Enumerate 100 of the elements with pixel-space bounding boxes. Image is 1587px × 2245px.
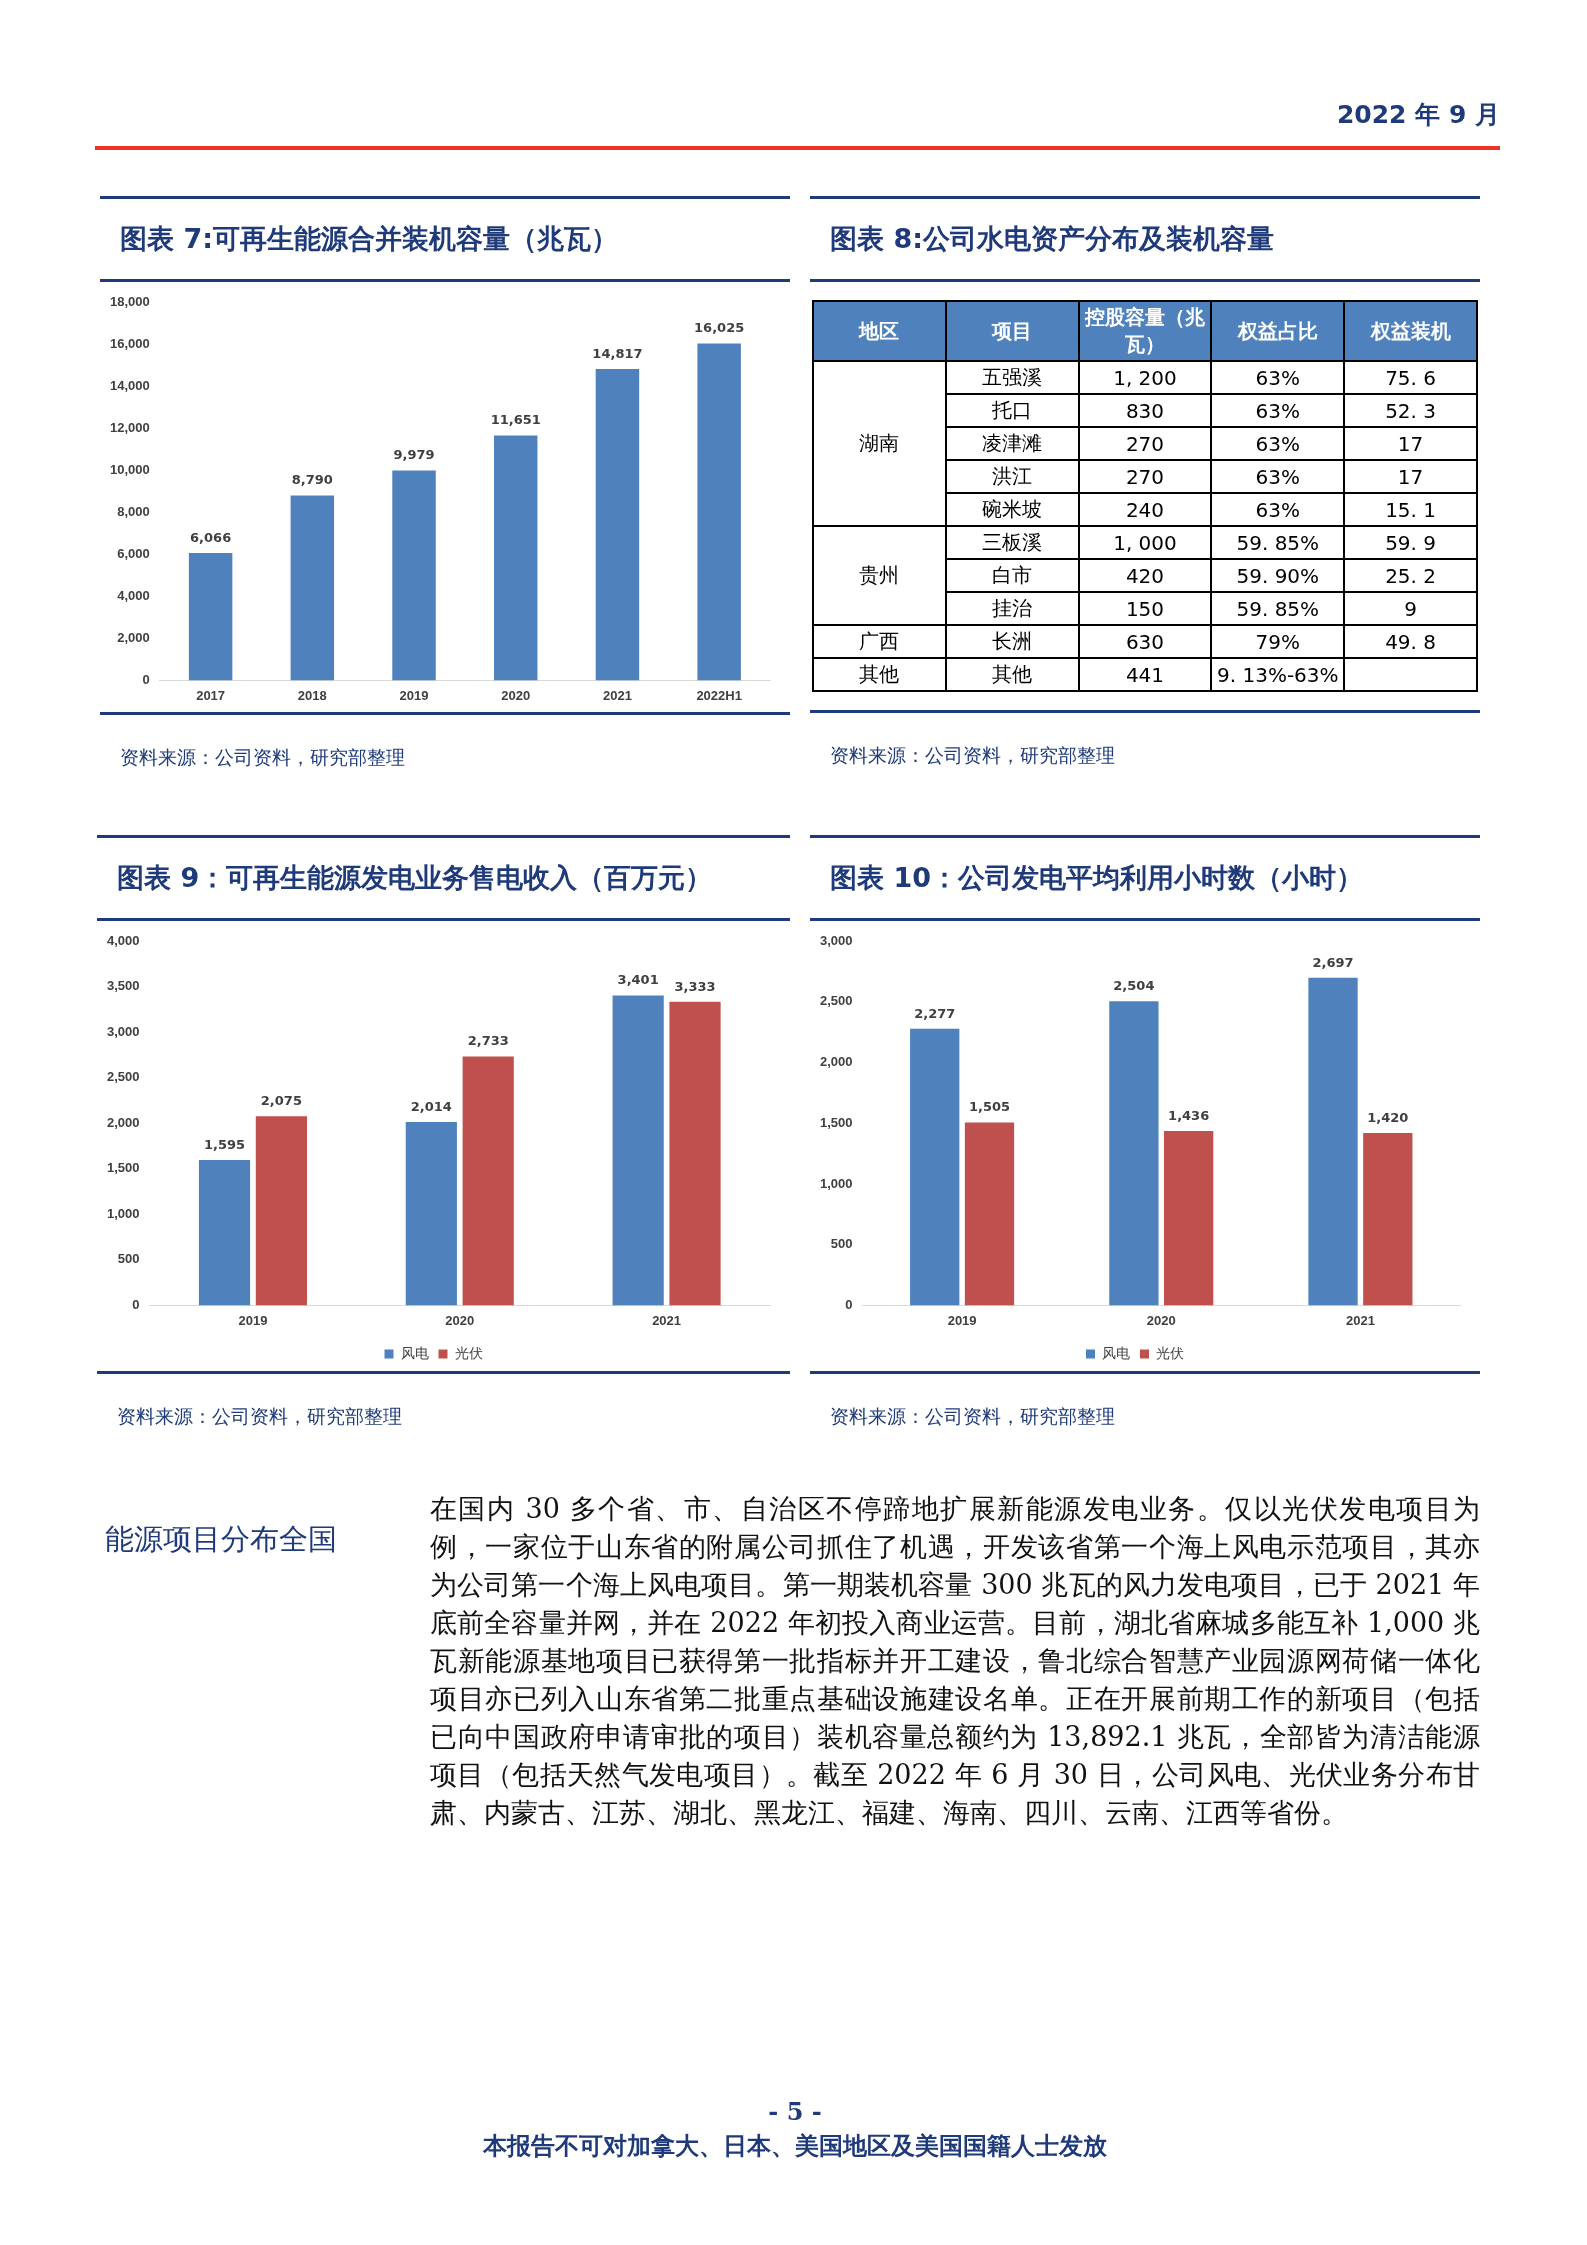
text: 白市: [945, 559, 1079, 592]
text: 420: [1078, 559, 1212, 592]
bar: [910, 1028, 960, 1306]
data-label: 9,979: [393, 447, 435, 463]
text: 630: [1078, 625, 1212, 658]
bar: [188, 552, 233, 681]
x-tick-label: 2021: [602, 687, 632, 703]
data-label: 8,790: [291, 472, 333, 488]
y-tick-label: 1,000: [819, 1175, 853, 1191]
bar: [669, 1001, 721, 1306]
text: 图表 8:公司水电资产分布及装机容量: [810, 196, 1480, 282]
text: 凌津滩: [945, 427, 1079, 460]
data-label: 2,697: [1312, 954, 1354, 970]
bar: [964, 1122, 1015, 1306]
text: 17: [1344, 460, 1477, 493]
text: 洪江: [945, 460, 1079, 493]
text: 150: [1078, 592, 1212, 625]
text: 63%: [1211, 493, 1345, 526]
text: 59. 85%: [1211, 526, 1345, 559]
text: 17: [1344, 427, 1477, 460]
x-tick-label: 2020: [445, 1312, 475, 1328]
y-tick-label: 2,000: [106, 1114, 140, 1130]
category-label: 地区: [813, 301, 946, 361]
data-label: 14,817: [592, 345, 643, 361]
text: 资料来源：公司资料，研究部整理: [97, 1371, 790, 1430]
category-label: 其他: [859, 662, 900, 686]
category-label: 贵州: [859, 563, 900, 587]
text: 托口: [945, 394, 1079, 427]
data-label: 1,420: [1367, 1109, 1409, 1125]
x-tick-label: 2018: [297, 687, 327, 703]
y-tick-label: 1,500: [106, 1160, 140, 1176]
data-label: 2,504: [1113, 978, 1155, 994]
text: 五强溪: [945, 361, 1079, 394]
text: 三板溪: [945, 526, 1079, 559]
y-tick-label: 2,000: [117, 629, 150, 645]
bar: [612, 995, 664, 1306]
y-tick-label: 18,000: [110, 293, 150, 309]
y-tick-label: 10,000: [110, 461, 150, 477]
y-tick-label: 6,000: [117, 545, 150, 561]
data-label: 3,401: [617, 972, 659, 988]
x-tick-label: 2019: [947, 1312, 977, 1328]
bar: [462, 1056, 514, 1306]
text: - 5 -: [767, 2096, 823, 2128]
text: 其他: [945, 658, 1079, 691]
text: 15. 1: [1344, 493, 1477, 526]
x-tick-label: 2020: [1146, 1312, 1176, 1328]
text: 830: [1078, 394, 1212, 427]
data-label: 2,277: [914, 1005, 956, 1021]
text: 63%: [1211, 394, 1345, 427]
text: 441: [1078, 658, 1212, 691]
text: 240: [1078, 493, 1212, 526]
text: 59. 85%: [1211, 592, 1345, 625]
y-tick-label: 0: [132, 1296, 140, 1312]
data-label: 2,075: [260, 1093, 302, 1109]
x-tick-label: 2021: [1345, 1312, 1375, 1328]
text: 63%: [1211, 427, 1345, 460]
bar: [392, 470, 436, 681]
x-tick-label: 2020: [501, 687, 531, 703]
y-tick-label: 2,500: [106, 1069, 140, 1085]
y-tick-label: 2,500: [819, 993, 853, 1009]
text: 270: [1078, 427, 1212, 460]
bar: [595, 368, 640, 681]
text: 270: [1078, 460, 1212, 493]
bar: [1109, 1001, 1159, 1306]
category-label: 湖南: [859, 431, 900, 455]
text: 63%: [1211, 361, 1345, 394]
text: 1, 200: [1078, 361, 1212, 394]
y-tick-label: 0: [845, 1296, 853, 1312]
chart-title: 图表 9：可再生能源发电业务售电收入（百万元）: [97, 835, 790, 921]
text: 能源项目分布全国: [105, 1521, 337, 1558]
data-label: 3,333: [674, 978, 716, 994]
category-label: 权益占比: [1211, 301, 1345, 361]
text: 79%: [1211, 625, 1345, 658]
bar: [1308, 977, 1358, 1306]
bar: [290, 495, 335, 681]
x-tick-label: 2017: [196, 687, 226, 703]
y-tick-label: 3,500: [106, 978, 140, 994]
y-tick-label: 500: [117, 1251, 140, 1267]
x-tick-label: 2019: [399, 687, 429, 703]
text: 资料来源：公司资料，研究部整理: [810, 710, 1480, 769]
bar: [405, 1121, 457, 1306]
text: 2022 年 9 月: [1335, 99, 1500, 131]
legend-label: 风电: [400, 1344, 429, 1361]
x-tick-label: 2021: [652, 1312, 682, 1328]
text: 75. 6: [1344, 361, 1477, 394]
y-tick-label: 3,000: [819, 932, 853, 948]
y-tick-label: 500: [830, 1236, 853, 1252]
y-tick-label: 0: [142, 671, 150, 687]
data-label: 1,505: [968, 1099, 1011, 1115]
data-label: 6,066: [190, 529, 232, 545]
bar: [255, 1116, 307, 1306]
legend-label: 光伏: [454, 1344, 483, 1361]
category-label: 权益装机: [1344, 301, 1477, 361]
text: 碗米坡: [945, 493, 1079, 526]
text: 25. 2: [1344, 559, 1477, 592]
text: 52. 3: [1344, 394, 1477, 427]
bar: [198, 1160, 251, 1306]
y-tick-label: 3,000: [106, 1023, 140, 1039]
y-tick-label: 1,500: [819, 1114, 853, 1130]
data-label: 16,025: [694, 320, 745, 336]
